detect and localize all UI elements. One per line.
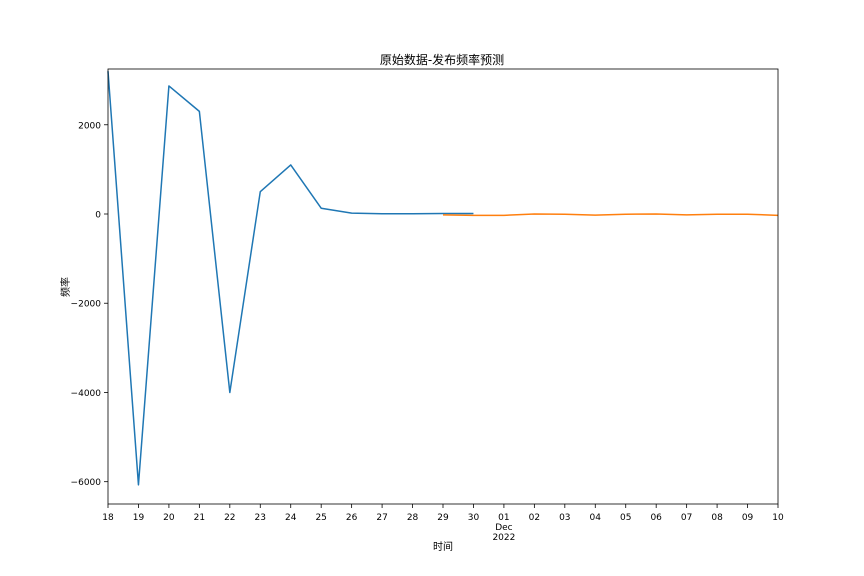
x-tick-sublabel: Dec (495, 523, 512, 533)
x-tick-label: 21 (194, 513, 205, 523)
x-tick-label: 02 (529, 513, 540, 523)
x-tick-label: 27 (376, 513, 387, 523)
series-line-1 (107, 71, 474, 486)
x-tick-label: 01 (498, 513, 509, 523)
x-tick-label: 04 (590, 513, 602, 523)
y-tick-label: 0 (95, 211, 101, 221)
x-tick-label: 25 (315, 513, 326, 523)
y-axis: 2000 0 −2000 −4000 −6000 (71, 121, 108, 488)
x-tick-label: 22 (224, 513, 235, 523)
x-tick-label: 28 (407, 513, 419, 523)
x-tick-label: 29 (437, 513, 449, 523)
x-tick-label: 08 (711, 513, 723, 523)
x-tick-label: 24 (285, 513, 297, 523)
x-tick-label: 18 (102, 513, 114, 523)
series-line-2 (442, 213, 779, 217)
x-tick-label: 20 (163, 513, 175, 523)
x-tick-label: 09 (742, 513, 754, 523)
x-tick-label: 06 (650, 513, 662, 523)
chart-title: 原始数据-发布频率预测 (380, 52, 504, 67)
x-tick-label: 10 (772, 513, 784, 523)
x-tick-label: 19 (133, 513, 145, 523)
y-axis-label: 频率 (59, 277, 72, 297)
y-tick-label: −4000 (71, 389, 102, 399)
y-tick-label: 2000 (78, 121, 101, 131)
y-tick-label: −2000 (71, 300, 102, 310)
x-tick-label: 26 (346, 513, 358, 523)
x-tick-label: 05 (620, 513, 631, 523)
series-layer (107, 71, 779, 486)
x-axis-label: 时间 (433, 540, 453, 553)
x-tick-sublabel: 2022 (492, 533, 515, 543)
x-tick-label: 07 (681, 513, 692, 523)
x-tick-label: 23 (255, 513, 266, 523)
x-tick-label: 30 (468, 513, 480, 523)
y-tick-label: −6000 (71, 478, 102, 488)
x-tick-label: 03 (559, 513, 570, 523)
